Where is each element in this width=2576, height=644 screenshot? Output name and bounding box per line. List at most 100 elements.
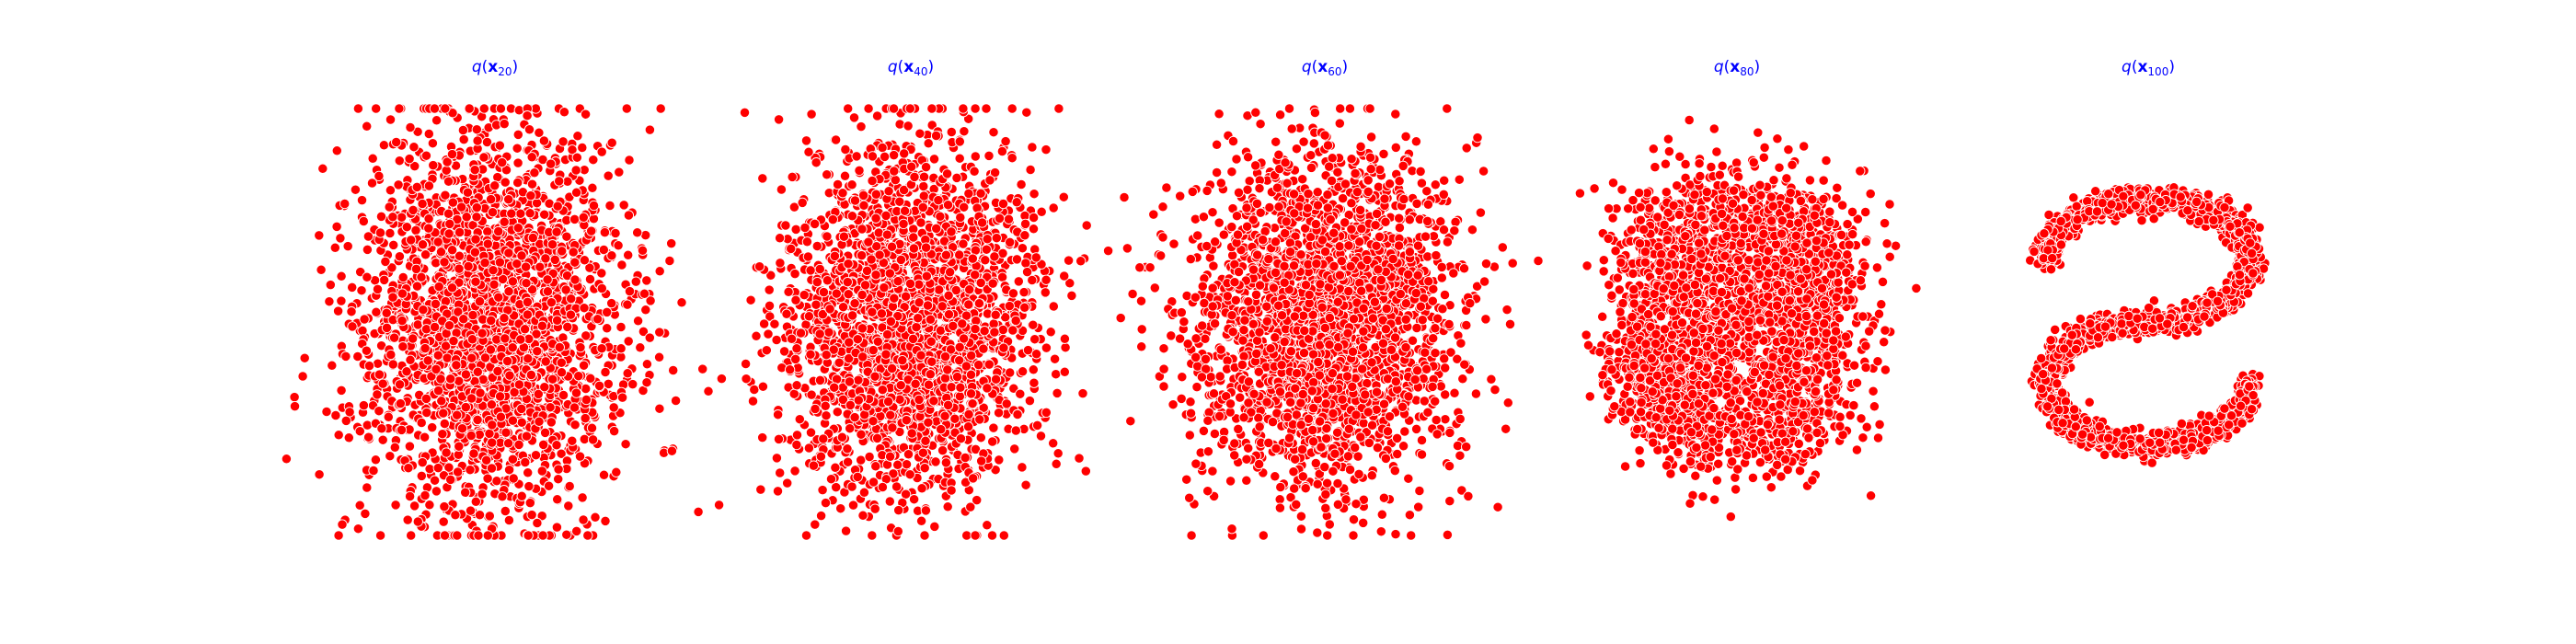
scatter-point xyxy=(388,239,399,251)
scatter-point xyxy=(623,336,634,347)
scatter-point xyxy=(840,525,852,536)
scatter-point xyxy=(314,230,325,241)
scatter-point xyxy=(571,525,582,537)
scatter-point xyxy=(627,378,638,390)
scatter-point xyxy=(749,384,760,396)
scatter-point xyxy=(614,167,625,178)
scatter-point xyxy=(502,438,514,449)
scatter-point xyxy=(1048,438,1059,449)
scatter-point xyxy=(570,187,582,198)
scatter-point xyxy=(823,327,834,338)
scatter-point xyxy=(940,457,952,468)
scatter-point xyxy=(560,284,571,295)
scatter-point xyxy=(289,391,300,403)
scatter-point xyxy=(670,395,682,407)
scatter-point xyxy=(361,345,373,356)
scatter-point xyxy=(532,517,543,529)
scatter-point xyxy=(1011,197,1022,208)
scatter-point xyxy=(526,152,537,163)
scatter-point xyxy=(491,476,502,487)
panel-title-open: ( xyxy=(482,58,489,76)
scatter-point xyxy=(832,178,844,190)
scatter-point xyxy=(424,500,435,511)
panel-title: q(x20) xyxy=(472,58,518,78)
scatter-point xyxy=(854,165,865,177)
scatter-point xyxy=(539,427,551,439)
scatter-point xyxy=(1020,479,1031,490)
scatter-point xyxy=(716,373,728,385)
scatter-point xyxy=(993,408,1005,419)
scatter-point xyxy=(578,360,590,371)
scatter-point xyxy=(474,510,486,521)
scatter-point xyxy=(503,194,514,205)
scatter-point xyxy=(337,519,348,530)
scatter-point xyxy=(420,489,431,501)
scatter-point xyxy=(539,382,550,393)
scatter-point xyxy=(778,346,790,357)
scatter-point xyxy=(988,127,999,138)
scatter-point xyxy=(586,225,597,236)
scatter-point xyxy=(330,409,341,421)
scatter-point xyxy=(972,202,983,213)
scatter-point xyxy=(747,396,759,407)
scatter-point xyxy=(336,385,347,397)
scatter-point xyxy=(967,398,978,409)
scatter-point xyxy=(997,324,1008,336)
scatter-point xyxy=(470,276,481,287)
scatter-point xyxy=(523,530,534,541)
scatter-point xyxy=(325,279,336,291)
scatter-point xyxy=(608,402,619,413)
scatter-point xyxy=(1021,107,1032,118)
scatter-point xyxy=(1009,443,1020,454)
scatter-point xyxy=(388,332,400,343)
scatter-point xyxy=(809,218,821,230)
scatter-point xyxy=(1058,191,1069,202)
scatter-point xyxy=(523,467,534,478)
scatter-point xyxy=(427,138,439,149)
scatter-point xyxy=(551,440,562,451)
panel-title-sub: 20 xyxy=(498,65,512,78)
scatter-point xyxy=(840,144,851,155)
scatter-point xyxy=(503,247,514,259)
scatter-point xyxy=(358,215,369,227)
scatter-point xyxy=(366,178,378,189)
scatter-point xyxy=(446,148,458,160)
scatter-point xyxy=(1017,243,1029,254)
scatter-point xyxy=(314,469,325,480)
scatter-point xyxy=(888,103,900,114)
scatter-point xyxy=(536,320,548,331)
scatter-point xyxy=(408,142,420,153)
scatter-point xyxy=(554,176,565,187)
scatter-point xyxy=(600,366,611,378)
scatter-point xyxy=(534,416,545,427)
scatter-point xyxy=(808,460,820,471)
scatter-point xyxy=(983,150,995,162)
scatter-point xyxy=(466,393,477,404)
scatter-point xyxy=(998,342,1009,353)
scatter-point xyxy=(802,251,814,262)
scatter-point xyxy=(360,508,371,520)
scatter-point xyxy=(412,516,423,527)
scatter-point xyxy=(551,226,562,237)
scatter-point xyxy=(368,465,379,477)
scatter-point xyxy=(920,242,932,253)
scatter-point xyxy=(820,400,831,411)
scatter-point xyxy=(416,417,427,429)
scatter-point xyxy=(814,328,825,339)
scatter-point xyxy=(587,434,599,445)
scatter-point xyxy=(423,128,434,140)
scatter-point xyxy=(842,443,853,454)
scatter-point xyxy=(439,500,450,512)
scatter-point xyxy=(581,383,592,395)
scatter-point xyxy=(390,500,401,511)
scatter-point xyxy=(321,406,332,418)
scatter-point xyxy=(941,168,953,179)
scatter-point xyxy=(870,213,881,224)
scatter-point xyxy=(443,176,454,187)
scatter-point xyxy=(805,265,816,276)
scatter-point xyxy=(503,465,515,476)
scatter-point xyxy=(1012,408,1023,420)
scatter-point xyxy=(830,462,841,473)
scatter-point xyxy=(385,451,396,462)
scatter-point xyxy=(547,374,558,385)
